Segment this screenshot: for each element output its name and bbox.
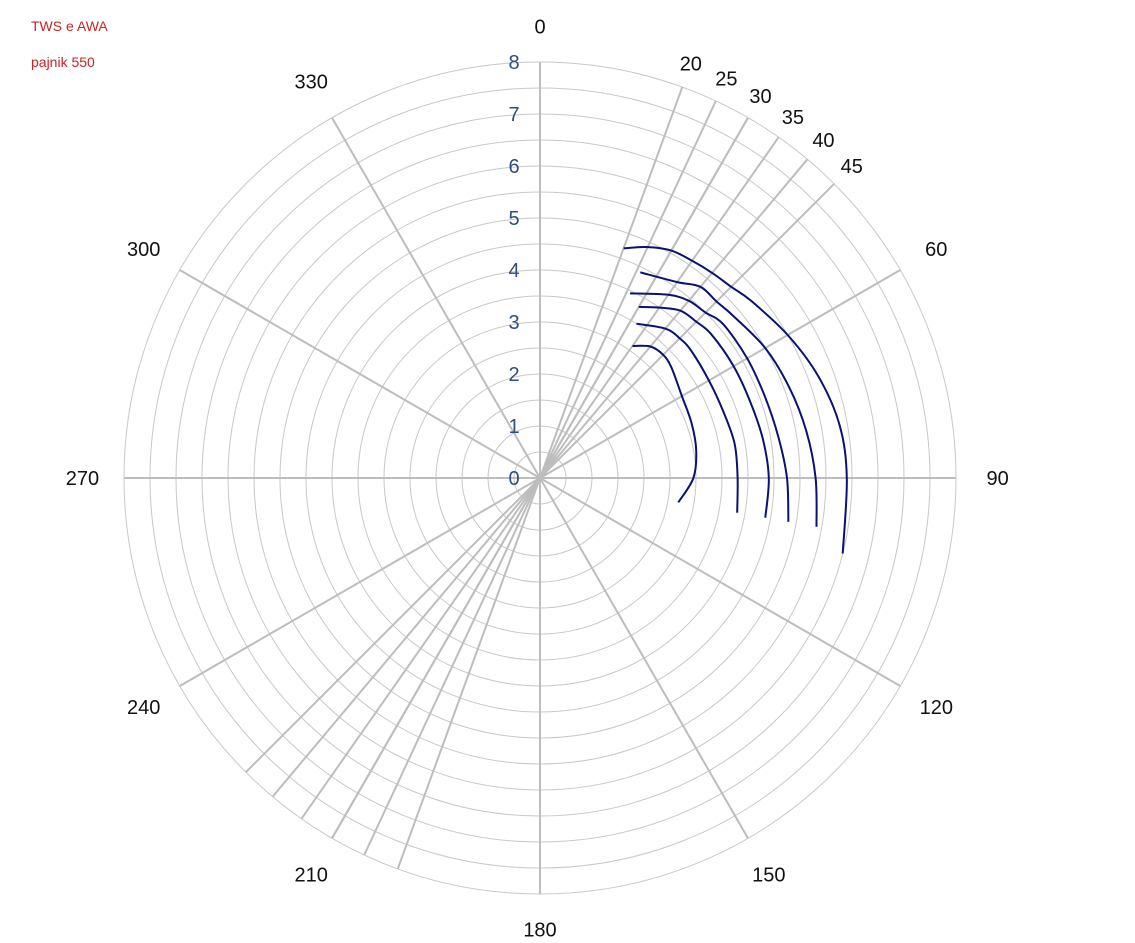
angle-tick-label-240: 240 [127, 697, 160, 719]
angle-tick-label-0: 0 [534, 17, 545, 39]
legend-line-tws-awa: TWS e AWA [31, 18, 108, 34]
angle-tick-label-120: 120 [920, 697, 953, 719]
radial-tick-label-4: 4 [508, 260, 519, 282]
angle-tick-label-90: 90 [986, 468, 1008, 490]
angle-tick-label-150: 150 [752, 864, 785, 886]
series-line-3 [638, 305, 770, 518]
spoke-150 [539, 477, 749, 839]
extra-angle-label-25: 25 [715, 68, 737, 90]
radial-tick-label-2: 2 [508, 364, 519, 386]
radial-tick-label-8: 8 [508, 52, 519, 74]
extra-angle-label-30: 30 [749, 86, 771, 108]
angle-tick-label-300: 300 [127, 239, 160, 261]
angular-tick-labels: 0609012015018021024027030033020253035404… [66, 17, 1009, 942]
series-line-4 [629, 292, 790, 522]
spoke-240 [179, 477, 541, 687]
radial-tick-label-5: 5 [508, 208, 519, 230]
radial-tick-label-6: 6 [508, 156, 519, 178]
radial-tick-label-1: 1 [508, 416, 519, 438]
extra-angle-label-20: 20 [680, 54, 702, 76]
spoke-120 [539, 477, 901, 687]
angle-tick-label-60: 60 [925, 239, 947, 261]
series-line-6 [623, 246, 848, 554]
angle-tick-label-330: 330 [295, 72, 328, 94]
extra-angle-label-45: 45 [841, 156, 863, 178]
series-line-2 [636, 322, 739, 513]
spoke-330 [331, 117, 541, 479]
series-group [623, 246, 848, 554]
angle-line-45 [245, 183, 835, 773]
legend-line-boat-model: pajnik 550 [31, 54, 95, 70]
series-line-1 [632, 344, 698, 503]
spoke-300 [179, 269, 541, 479]
spoke-60 [539, 269, 901, 479]
series-line-5 [640, 271, 818, 527]
angle-tick-label-180: 180 [523, 919, 556, 941]
extra-angle-label-40: 40 [812, 130, 834, 152]
angle-tick-label-270: 270 [66, 468, 99, 490]
radial-tick-label-7: 7 [508, 104, 519, 126]
angular-spokes [124, 62, 956, 894]
extra-angle-label-35: 35 [782, 107, 804, 129]
angle-tick-label-210: 210 [295, 864, 328, 886]
radial-tick-label-3: 3 [508, 312, 519, 334]
radial-tick-label-0: 0 [508, 468, 519, 490]
radial-tick-labels: 0 1 2 3 4 5 6 7 8 [508, 52, 519, 490]
